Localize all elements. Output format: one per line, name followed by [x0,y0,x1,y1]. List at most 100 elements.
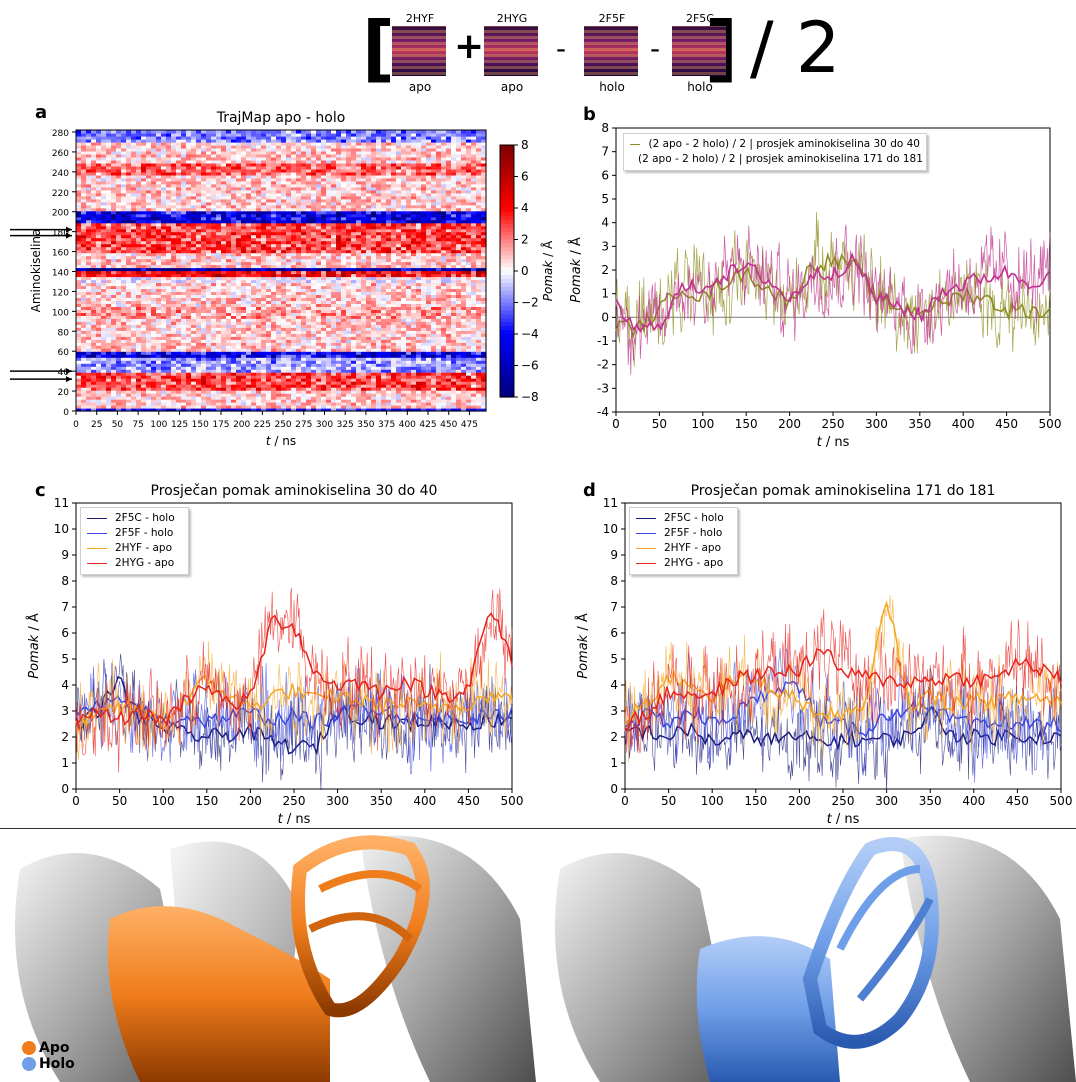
heatmap-cell [226,231,232,236]
heatmap-cell [161,273,167,278]
heatmap-cell [146,405,152,409]
heatmap-cell [96,342,102,346]
heatmap-cell [306,312,312,316]
heatmap-cell [81,327,87,331]
heatmap-cell [461,282,467,287]
heatmap-cell [191,279,197,284]
heatmap-cell [111,318,117,322]
heatmap-cell [386,351,392,355]
heatmap-cell [131,390,137,394]
heatmap-cell [431,345,437,349]
heatmap-cell [176,273,182,278]
heatmap-cell [256,324,262,328]
heatmap-cell [141,369,147,373]
heatmap-cell [301,318,307,322]
heatmap-cell [221,375,227,379]
heatmap-cell [106,351,112,355]
heatmap-cell [421,405,427,409]
heatmap-cell [326,351,332,355]
heatmap-cell [401,363,407,367]
heatmap-cell [421,399,427,403]
heatmap-cell [296,291,302,295]
heatmap-cell [466,351,472,355]
heatmap-cell [156,309,162,313]
heatmap-cell [481,402,487,406]
heatmap-cell [296,402,302,406]
heatmap-cell [236,258,242,263]
heatmap-cell [331,270,337,275]
heatmap-cell [446,354,452,358]
heatmap-cell [86,333,92,337]
heatmap-cell [361,249,367,254]
heatmap-cell [271,231,277,236]
heatmap-cell [246,231,252,236]
heatmap-cell [186,387,192,391]
heatmap-cell [396,234,402,239]
heatmap-cell [296,405,302,409]
heatmap-cell [101,366,107,370]
heatmap-cell [101,360,107,364]
heatmap-cell [121,333,127,337]
heatmap-cell [221,351,227,355]
heatmap-cell [481,270,487,275]
heatmap-cell [286,327,292,331]
heatmap-cell [336,402,342,406]
heatmap-cell [296,381,302,385]
heatmap-cell [151,336,157,340]
heatmap-cell [136,243,142,248]
heatmap-cell [476,345,482,349]
heatmap-cell [116,360,122,364]
heatmap-cell [411,330,417,334]
heatmap-cell [296,357,302,361]
heatmap-cell [281,393,287,397]
heatmap-cell [241,282,247,287]
heatmap-cell [201,381,207,385]
heatmap-cell [81,258,87,263]
heatmap-cell [341,297,347,301]
heatmap-cell [376,300,382,304]
heatmap-cell [216,333,222,337]
heatmap-cell [226,378,232,382]
heatmap-cell [181,261,187,266]
heatmap-cell [321,270,327,275]
heatmap-cell [461,339,467,343]
heatmap-cell [461,351,467,355]
heatmap-cell [191,342,197,346]
heatmap-cell [336,348,342,352]
heatmap-cell [351,252,357,257]
heatmap-cell [401,399,407,403]
heatmap-cell [361,363,367,367]
heatmap-cell [196,288,202,292]
heatmap-cell [296,270,302,275]
heatmap-cell [436,270,442,275]
heatmap-cell [191,363,197,367]
heatmap-cell [156,282,162,287]
heatmap-cell [251,336,257,340]
heatmap-cell [106,243,112,248]
heatmap-cell [406,261,412,266]
heatmap-cell [86,378,92,382]
heatmap-cell [471,267,477,272]
heatmap-cell [241,243,247,248]
heatmap-cell [166,393,172,397]
heatmap-cell [466,276,472,281]
heatmap-cell [161,288,167,292]
heatmap-cell [281,231,287,236]
heatmap-cell [421,330,427,334]
heatmap-cell [116,315,122,319]
heatmap-cell [426,375,432,379]
heatmap-cell [206,273,212,278]
heatmap-cell [91,315,97,319]
heatmap-cell [101,306,107,310]
heatmap-cell [171,309,177,313]
heatmap-cell [196,384,202,388]
heatmap-cell [211,387,217,391]
heatmap-cell [316,354,322,358]
heatmap-cell [271,237,277,242]
heatmap-cell [116,252,122,257]
heatmap-cell [266,384,272,388]
heatmap-cell [366,366,372,370]
heatmap-cell [151,315,157,319]
heatmap-cell [176,297,182,301]
heatmap-cell [211,351,217,355]
